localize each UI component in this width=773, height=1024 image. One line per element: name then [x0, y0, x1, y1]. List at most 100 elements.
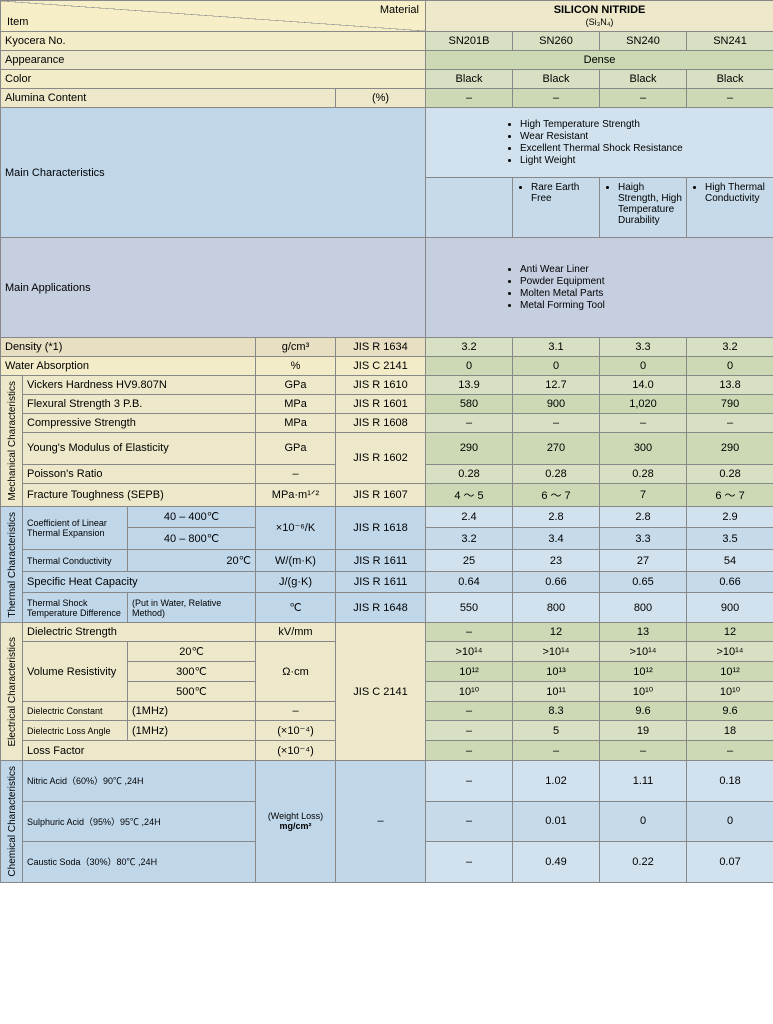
- cell: –: [426, 721, 513, 741]
- flex-std: JIS R 1601: [336, 395, 426, 414]
- cell: 0.66: [687, 572, 773, 593]
- cell: 54: [687, 550, 773, 572]
- cell: 0: [687, 801, 773, 842]
- cell: 900: [513, 395, 600, 414]
- cell: >10¹⁴: [426, 642, 513, 662]
- cell: 0.66: [513, 572, 600, 593]
- flex-unit: MPa: [256, 395, 336, 414]
- density-v: 3.2: [426, 338, 513, 357]
- comp-std: JIS R 1608: [336, 414, 426, 433]
- cell: –: [513, 741, 600, 761]
- material-label: Material: [380, 4, 419, 16]
- density-std: JIS R 1634: [336, 338, 426, 357]
- alumina-value: –: [687, 89, 773, 108]
- bullet: High Thermal Conductivity: [705, 182, 769, 204]
- cell: –: [426, 702, 513, 721]
- item-material-header: Item Material: [1, 1, 426, 32]
- cell: 6 ～ 7: [687, 483, 773, 506]
- cell: >10¹⁴: [600, 642, 687, 662]
- cell: 25: [426, 550, 513, 572]
- main-char-pergrade: Haigh Strength, High Temperature Durabil…: [600, 178, 687, 238]
- cell: 0.28: [687, 464, 773, 483]
- density-v: 3.2: [687, 338, 773, 357]
- cell: 10¹³: [513, 662, 600, 682]
- col-header: SN240: [600, 32, 687, 51]
- bullet: Haigh Strength, High Temperature Durabil…: [618, 182, 682, 226]
- cell: 10¹²: [426, 662, 513, 682]
- cell: 800: [600, 593, 687, 623]
- cell: >10¹⁴: [687, 642, 773, 662]
- cond-std: JIS R 1611: [336, 550, 426, 572]
- main-app-value: Anti Wear Liner Powder Equipment Molten …: [426, 238, 773, 338]
- cell: 6 ～ 7: [513, 483, 600, 506]
- therm-section: Thermal Characteristics: [1, 506, 23, 623]
- alumina-value: –: [426, 89, 513, 108]
- bullet: Light Weight: [520, 155, 767, 166]
- dstr-label: Dielectric Strength: [23, 623, 256, 642]
- cell: 10¹²: [600, 662, 687, 682]
- cell: –: [600, 414, 687, 433]
- cle-unit: ×10⁻⁶/K: [256, 506, 336, 550]
- shock-label: Thermal Shock Temperature Difference: [23, 593, 128, 623]
- cell: –: [687, 741, 773, 761]
- alumina-value: –: [600, 89, 687, 108]
- water-v: 0: [513, 357, 600, 376]
- cell: –: [513, 414, 600, 433]
- cell: 9.6: [600, 702, 687, 721]
- group-formula: (Si₃N₄): [586, 17, 614, 27]
- dc-unit: –: [256, 702, 336, 721]
- cell: 10¹²: [687, 662, 773, 682]
- cell: 27: [600, 550, 687, 572]
- cell: 0.28: [600, 464, 687, 483]
- cell: 0.22: [600, 842, 687, 883]
- main-app-list: Anti Wear Liner Powder Equipment Molten …: [506, 264, 767, 311]
- cell: –: [600, 741, 687, 761]
- vickers-unit: GPa: [256, 376, 336, 395]
- shc-label: Specific Heat Capacity: [23, 572, 256, 593]
- fracture-std: JIS R 1607: [336, 483, 426, 506]
- chem-unit: (Weight Loss)mg/cm²: [256, 761, 336, 883]
- young-label: Young's Modulus of Elasticity: [23, 433, 256, 465]
- cell: 19: [600, 721, 687, 741]
- cell: 18: [687, 721, 773, 741]
- fracture-unit: MPa·m¹ᐟ²: [256, 483, 336, 506]
- bullet: Wear Resistant: [520, 131, 767, 142]
- cell: 5: [513, 721, 600, 741]
- cell: 0.28: [426, 464, 513, 483]
- dc-sub: (1MHz): [128, 702, 256, 721]
- cond-unit: W/(m·K): [256, 550, 336, 572]
- main-app-label: Main Applications: [1, 238, 426, 338]
- cell: 290: [426, 433, 513, 465]
- density-unit: g/cm³: [256, 338, 336, 357]
- cell: 0.18: [687, 761, 773, 802]
- cell: 13.9: [426, 376, 513, 395]
- vr-t2: 300℃: [128, 662, 256, 682]
- cell: 0.64: [426, 572, 513, 593]
- cell: 290: [687, 433, 773, 465]
- cell: 1.11: [600, 761, 687, 802]
- vr-label: Volume Resistivity: [23, 642, 128, 702]
- water-label: Water Absorption: [1, 357, 256, 376]
- color-value: Black: [687, 70, 773, 89]
- water-unit: %: [256, 357, 336, 376]
- cle-range1: 40 – 400℃: [128, 506, 256, 528]
- cell: 2.4: [426, 506, 513, 528]
- young-std: JIS R 1602: [336, 433, 426, 484]
- cell: 14.0: [600, 376, 687, 395]
- main-char-common: High Temperature Strength Wear Resistant…: [426, 108, 773, 178]
- caustic-label: Caustic Soda（30%）80℃ ,24H: [23, 842, 256, 883]
- color-value: Black: [600, 70, 687, 89]
- cell: 1,020: [600, 395, 687, 414]
- appearance-label: Appearance: [1, 51, 426, 70]
- vr-t3: 500℃: [128, 682, 256, 702]
- shock-sub: (Put in Water, Relative Method): [128, 593, 256, 623]
- water-std: JIS C 2141: [336, 357, 426, 376]
- cle-label: Coefficient of Linear Thermal Expansion: [23, 506, 128, 550]
- cell: 10¹¹: [513, 682, 600, 702]
- water-v: 0: [687, 357, 773, 376]
- dc-label: Dielectric Constant: [23, 702, 128, 721]
- cell: 550: [426, 593, 513, 623]
- bullet: Anti Wear Liner: [520, 264, 767, 275]
- cell: 800: [513, 593, 600, 623]
- fracture-label: Fracture Toughness (SEPB): [23, 483, 256, 506]
